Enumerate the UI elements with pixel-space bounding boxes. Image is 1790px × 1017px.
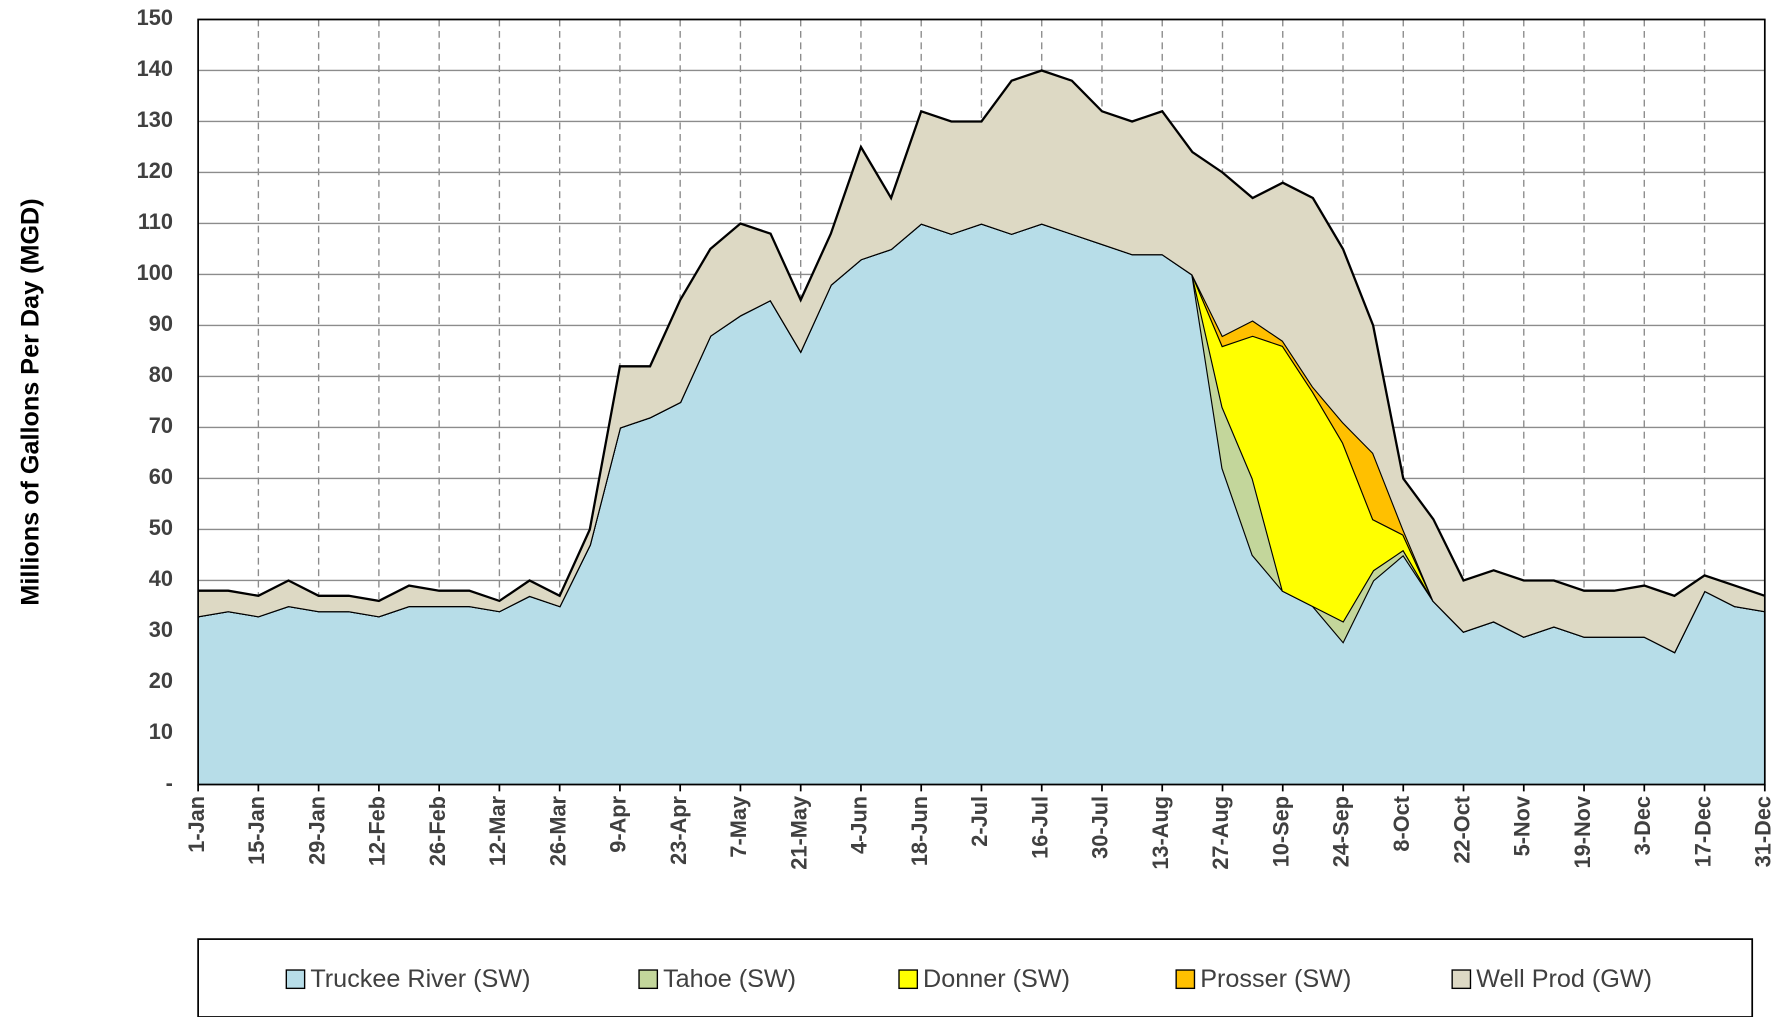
area [198, 223, 1765, 785]
x-tick-label: 17-Dec [1690, 796, 1715, 867]
x-tick-label: 18-Jun [907, 796, 932, 866]
area-edge [198, 69, 1766, 603]
legend-label: Donner (SW) [923, 965, 1070, 993]
x-tick-label: 31-Dec [1751, 796, 1776, 867]
x-tick-label: 19-Nov [1570, 796, 1595, 869]
x-tick-label: 15-Jan [244, 796, 269, 865]
x-tick-label: 4-Jun [847, 796, 872, 854]
x-tick-label: 2-Jul [967, 796, 992, 847]
x-tick-label: 1-Jan [184, 796, 209, 853]
y-tick-label: 150 [137, 5, 173, 30]
x-tick-label: 29-Jan [304, 796, 329, 865]
x-tick-label: 10-Sep [1268, 796, 1293, 867]
x-tick-label: 12-Mar [485, 795, 510, 866]
area [198, 70, 1765, 652]
x-tick-label: 24-Sep [1329, 796, 1354, 867]
y-tick-label: 90 [149, 311, 173, 336]
y-tick-label: 20 [149, 668, 173, 693]
y-tick-label: - [166, 770, 173, 795]
y-tick-label: 110 [138, 209, 173, 234]
legend-swatch [638, 969, 659, 990]
legend-label: Truckee River (SW) [310, 965, 530, 993]
legend-swatch [1451, 969, 1472, 990]
x-tick-label: 26-Mar [545, 795, 570, 866]
plot-frame [197, 18, 1766, 786]
y-tick-label: 120 [137, 158, 173, 183]
y-tick-label: 70 [149, 413, 173, 438]
y-tick-label: 40 [149, 566, 173, 591]
y-tick-label: 130 [137, 107, 173, 132]
y-tick-label: 100 [137, 260, 173, 285]
x-tick-label: 9-Apr [606, 795, 631, 852]
x-tick-label: 30-Jul [1088, 796, 1113, 859]
y-tick-label: 10 [149, 719, 173, 744]
x-tick-label: 16-Jul [1027, 796, 1052, 859]
x-tick-label: 22-Oct [1449, 796, 1474, 864]
legend-swatch [1175, 969, 1196, 990]
legend-label: Prosser (SW) [1200, 965, 1351, 993]
y-tick-label: 80 [149, 362, 173, 387]
legend-label: Tahoe (SW) [663, 965, 796, 993]
y-tick-label: 50 [149, 515, 173, 540]
x-tick-label: 8-Oct [1389, 796, 1414, 852]
legend-swatch [285, 969, 306, 990]
x-tick-label: 7-May [726, 796, 751, 858]
x-tick-label: 23-Apr [666, 795, 691, 864]
x-tick-label: 27-Aug [1208, 796, 1233, 870]
legend-swatch [898, 969, 919, 990]
y-tick-label: 60 [149, 464, 173, 489]
x-tick-label: 5-Nov [1510, 796, 1535, 856]
y-tick-label: 140 [137, 56, 173, 81]
area [198, 223, 1765, 652]
x-tick-label: 3-Dec [1630, 796, 1655, 855]
legend-label: Well Prod (GW) [1476, 965, 1652, 993]
y-tick-label: 30 [149, 617, 173, 642]
x-tick-label: 21-May [786, 796, 811, 870]
x-tick-label: 12-Feb [365, 796, 390, 866]
y-axis-title: Millions of Gallons Per Day (MGD) [17, 198, 45, 605]
x-tick-label: 13-Aug [1148, 796, 1173, 870]
x-tick-label: 26-Feb [425, 796, 450, 866]
